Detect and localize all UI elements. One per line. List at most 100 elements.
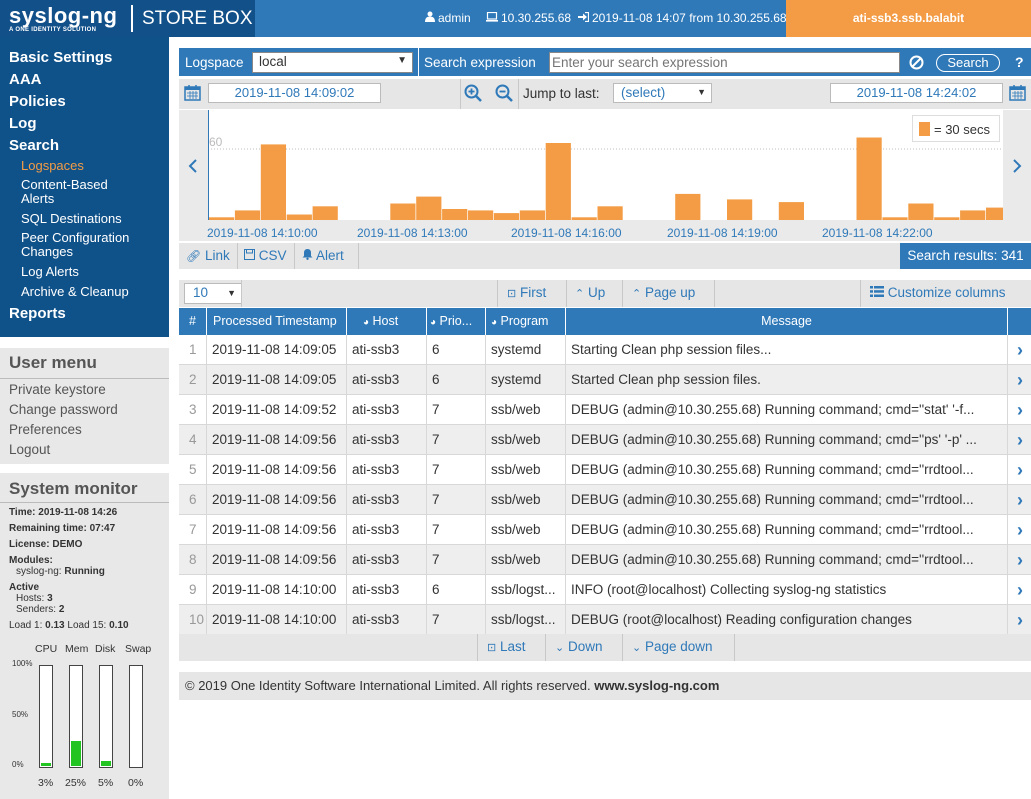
histogram-bar[interactable]	[960, 210, 986, 220]
nav-aaa[interactable]: AAA	[9, 71, 42, 88]
clear-icon[interactable]	[909, 55, 924, 70]
page-down-button[interactable]: ⌄ Page down	[632, 639, 713, 654]
nav-sql-destinations[interactable]: SQL Destinations	[21, 211, 122, 226]
histogram-bar[interactable]	[856, 137, 882, 221]
histogram-bar[interactable]	[390, 203, 416, 221]
table-row[interactable]: 1 2019-11-08 14:09:05 ati-ssb3 6 systemd Star…	[179, 335, 1031, 365]
nav-log[interactable]: Log	[9, 115, 37, 132]
histogram-bar[interactable]	[209, 217, 235, 220]
histogram-bar[interactable]	[882, 217, 908, 220]
jump-to-last-select[interactable]: (select) ▼	[613, 83, 712, 103]
alert-button[interactable]: Alert	[302, 248, 344, 263]
chevron-right-icon[interactable]: ›	[1017, 340, 1023, 360]
table-row[interactable]: 5 2019-11-08 14:09:56 ati-ssb3 7 ssb/web DEBU…	[179, 455, 1031, 485]
col-program[interactable]: ◕ Program	[486, 308, 566, 335]
histogram-bar[interactable]	[442, 209, 468, 220]
histogram-bar[interactable]	[468, 210, 494, 220]
chevron-right-icon[interactable]: ›	[1017, 460, 1023, 480]
up-button[interactable]: ⌃ Up	[575, 285, 605, 300]
table-row[interactable]: 2 2019-11-08 14:09:05 ati-ssb3 6 systemd Star…	[179, 365, 1031, 395]
menu-private-keystore[interactable]: Private keystore	[9, 382, 106, 397]
histogram-bar[interactable]	[934, 217, 960, 220]
calendar-icon[interactable]	[184, 84, 201, 101]
chevron-left-icon[interactable]	[187, 158, 199, 174]
search-expression-input[interactable]	[549, 52, 900, 73]
col-index[interactable]: #	[179, 308, 207, 335]
down-button[interactable]: ⌄ Down	[555, 639, 603, 654]
row-index: 7	[179, 515, 207, 545]
row-host: ati-ssb3	[347, 455, 427, 485]
chevron-right-icon[interactable]: ›	[1017, 580, 1023, 600]
nav-content-based-alerts[interactable]: Content-Based Alerts	[21, 177, 108, 206]
logo[interactable]: syslog-ng A ONE IDENTITY SOLUTION STORE …	[0, 0, 255, 37]
table-row[interactable]: 4 2019-11-08 14:09:56 ati-ssb3 7 ssb/web DEBU…	[179, 425, 1031, 455]
table-row[interactable]: 3 2019-11-08 14:09:52 ati-ssb3 7 ssb/web DEBU…	[179, 395, 1031, 425]
top-bar: syslog-ng A ONE IDENTITY SOLUTION STORE …	[0, 0, 1031, 37]
nav-basic-settings[interactable]: Basic Settings	[9, 49, 113, 66]
site-link[interactable]: www.syslog-ng.com	[594, 678, 720, 693]
histogram-bar[interactable]	[986, 207, 1003, 220]
menu-change-password[interactable]: Change password	[9, 402, 118, 417]
col-timestamp[interactable]: Processed Timestamp	[207, 308, 347, 335]
page-up-button[interactable]: ⌃ Page up	[632, 285, 695, 300]
nav-archive-cleanup[interactable]: Archive & Cleanup	[21, 284, 129, 299]
calendar-icon[interactable]	[1009, 84, 1026, 101]
table-row[interactable]: 9 2019-11-08 14:10:00 ati-ssb3 6 ssb/logst..…	[179, 575, 1031, 605]
nav-policies[interactable]: Policies	[9, 93, 66, 110]
histogram-bar[interactable]	[416, 196, 442, 220]
histogram-bar[interactable]	[493, 213, 520, 220]
chevron-right-icon[interactable]: ›	[1017, 490, 1023, 510]
col-host[interactable]: ◕ Host	[347, 308, 427, 335]
row-timestamp: 2019-11-08 14:09:05	[207, 365, 347, 395]
histogram-bar[interactable]	[727, 199, 753, 220]
customize-columns-button[interactable]: Customize columns	[870, 285, 1006, 300]
from-date-field[interactable]: 2019-11-08 14:09:02	[208, 83, 381, 103]
chevron-right-icon[interactable]: ›	[1017, 520, 1023, 540]
chevron-right-icon[interactable]: ›	[1017, 370, 1023, 390]
histogram-bar[interactable]	[597, 206, 623, 220]
histogram-bar[interactable]	[234, 210, 261, 220]
to-date-field[interactable]: 2019-11-08 14:24:02	[830, 83, 1003, 103]
first-page-button[interactable]: ⊡ First	[507, 285, 546, 300]
table-row[interactable]: 10 2019-11-08 14:10:00 ati-ssb3 7 ssb/logst.…	[179, 605, 1031, 635]
nav-peer-configuration-changes[interactable]: Peer Configuration Changes	[21, 230, 130, 259]
current-user[interactable]: admin	[425, 11, 471, 25]
nav-logspaces[interactable]: Logspaces	[21, 158, 84, 173]
chevron-right-icon[interactable]: ›	[1017, 550, 1023, 570]
chevron-right-icon[interactable]: ›	[1017, 400, 1023, 420]
nav-reports[interactable]: Reports	[9, 305, 66, 322]
histogram-bar[interactable]	[675, 193, 701, 220]
divider	[714, 280, 715, 307]
zoom-in-icon[interactable]	[464, 84, 482, 102]
menu-logout[interactable]: Logout	[9, 442, 51, 457]
histogram-bar[interactable]	[312, 206, 338, 220]
zoom-out-icon[interactable]	[495, 84, 513, 102]
csv-button[interactable]: CSV	[244, 248, 287, 263]
table-row[interactable]: 8 2019-11-08 14:09:56 ati-ssb3 7 ssb/web DEBU…	[179, 545, 1031, 575]
chevron-right-icon[interactable]: ›	[1017, 610, 1023, 630]
histogram-bar[interactable]	[260, 144, 286, 220]
divider	[460, 79, 461, 109]
histogram-bar[interactable]	[545, 143, 571, 220]
table-row[interactable]: 7 2019-11-08 14:09:56 ati-ssb3 7 ssb/web DEBU…	[179, 515, 1031, 545]
list-icon	[870, 286, 884, 297]
table-row[interactable]: 6 2019-11-08 14:09:56 ati-ssb3 7 ssb/web DEBU…	[179, 485, 1031, 515]
histogram-bar[interactable]	[571, 217, 597, 220]
histogram-bar[interactable]	[908, 203, 934, 221]
nav-log-alerts[interactable]: Log Alerts	[21, 264, 79, 279]
logspace-select[interactable]: local ▼	[252, 52, 413, 73]
rows-per-page-select[interactable]: 10 ▼	[184, 283, 242, 304]
col-priority[interactable]: ◕ Prio...	[427, 308, 486, 335]
histogram-bar[interactable]	[519, 210, 545, 220]
link-button[interactable]: 🔗︎ Link	[186, 248, 230, 263]
histogram-bar[interactable]	[778, 202, 804, 220]
nav-search[interactable]: Search	[9, 137, 60, 154]
last-page-button[interactable]: ⊡ Last	[487, 639, 526, 654]
chevron-right-icon[interactable]: ›	[1017, 430, 1023, 450]
menu-preferences[interactable]: Preferences	[9, 422, 82, 437]
help-icon[interactable]: ?	[1012, 55, 1026, 69]
col-message[interactable]: Message	[566, 308, 1008, 335]
histogram-bar[interactable]	[286, 214, 312, 221]
search-button[interactable]: Search	[936, 54, 1000, 72]
chevron-right-icon[interactable]	[1011, 158, 1023, 174]
